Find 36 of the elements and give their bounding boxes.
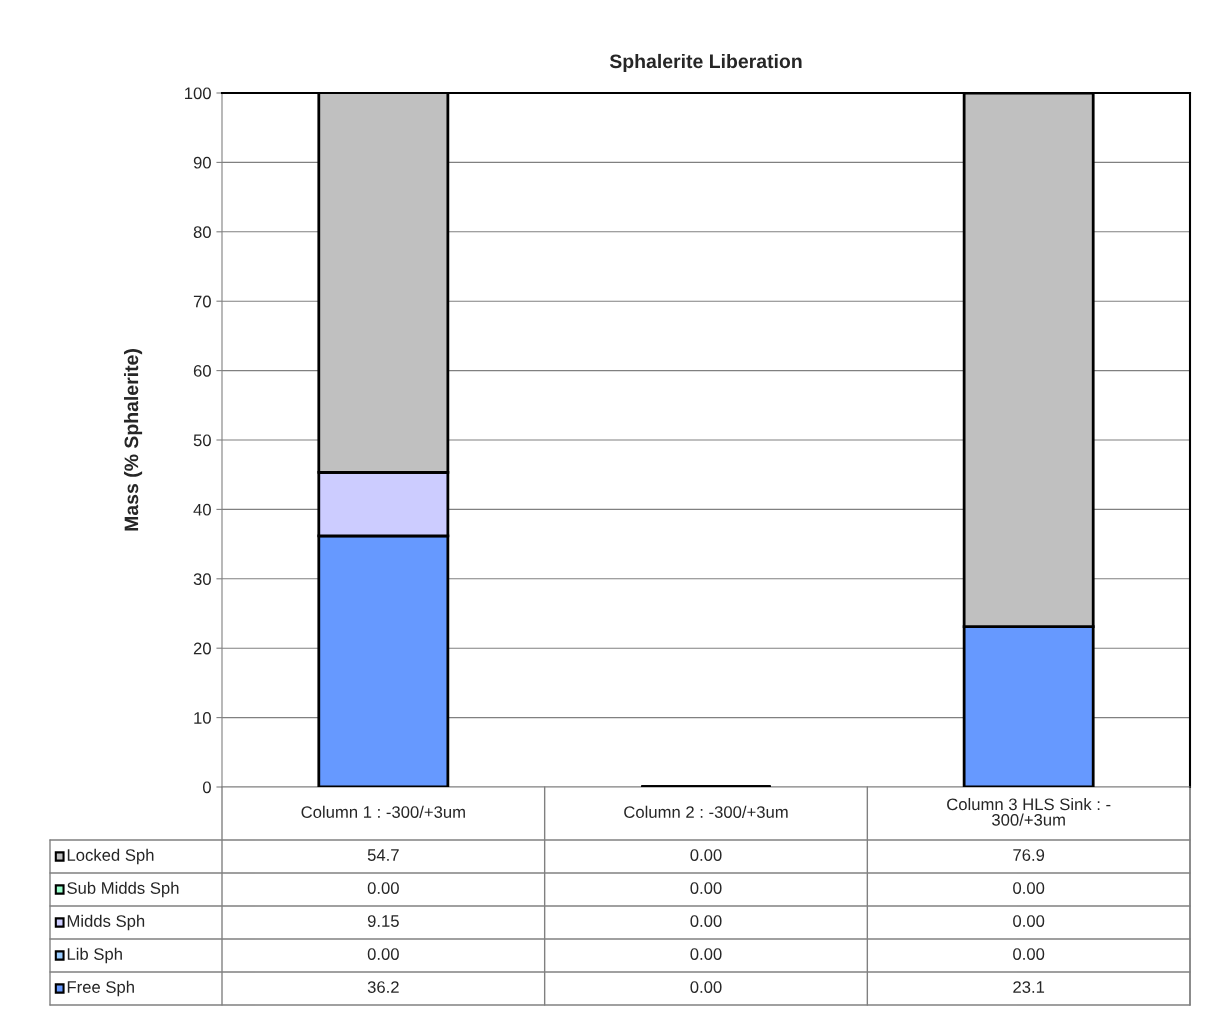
data-label: 0.00 <box>1013 948 1045 960</box>
data-label: 0.00 <box>690 915 722 927</box>
data-label: 36.2 <box>367 981 399 993</box>
y-tick-label: 30 <box>193 573 211 585</box>
y-tick-label: 50 <box>193 434 211 447</box>
data-label: 0.00 <box>1013 915 1045 927</box>
data-label: 0.00 <box>690 948 722 960</box>
chart-title: Sphalerite Liberation <box>609 53 802 73</box>
x-tick-label: Column 3 HLS Sink : - 300/+3um <box>947 797 1111 826</box>
data-label: 0.00 <box>690 882 722 894</box>
y-tick-label: 0 <box>202 781 211 794</box>
y-tick-label: 60 <box>193 365 211 377</box>
y-tick-label: 90 <box>193 156 211 169</box>
legend-label: Locked Sph <box>67 848 154 865</box>
data-label: 0.00 <box>367 882 399 894</box>
data-label: 9.15 <box>367 915 399 927</box>
y-tick-label: 20 <box>193 642 211 655</box>
data-label: 54.7 <box>367 849 399 861</box>
data-label: 0.00 <box>367 948 399 960</box>
y-tick-label: 10 <box>194 712 211 724</box>
data-label: 23.1 <box>1013 981 1045 993</box>
y-axis-title: Mass (% Sphalerite) <box>123 349 143 531</box>
y-tick-label: 70 <box>193 295 211 308</box>
y-tick-label: 40 <box>193 503 211 516</box>
data-label: 76.9 <box>1013 849 1045 861</box>
legend-label: Lib Sph <box>67 947 122 964</box>
data-label: 0.00 <box>690 981 722 993</box>
data-label: 0.00 <box>1013 882 1045 894</box>
y-tick-label: 80 <box>193 226 211 238</box>
x-tick-label: Column 2 : -300/+3um <box>624 805 788 818</box>
legend-label: Free Sph <box>67 980 134 997</box>
y-tick-label: 100 <box>185 87 211 100</box>
legend-label: Midds Sph <box>67 914 145 931</box>
legend-label: Sub Midds Sph <box>67 881 179 898</box>
x-tick-label: Column 1 : -300/+3um <box>301 805 465 818</box>
data-label: 0.00 <box>690 849 722 861</box>
